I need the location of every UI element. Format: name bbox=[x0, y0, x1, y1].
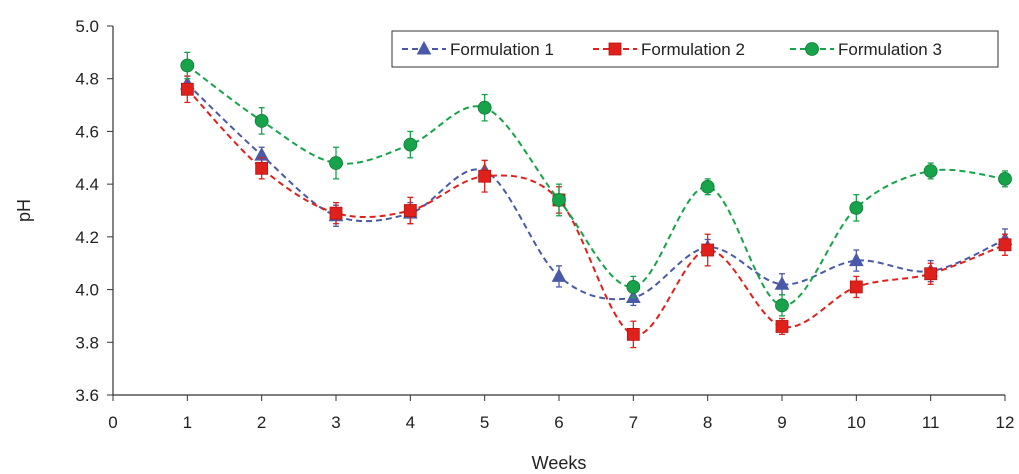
data-point bbox=[924, 267, 938, 281]
x-axis-title: Weeks bbox=[532, 453, 587, 473]
y-axis-title: pH bbox=[14, 199, 34, 222]
x-tick-label: 3 bbox=[331, 413, 340, 432]
data-point bbox=[552, 193, 566, 207]
series-layer bbox=[179, 51, 1013, 349]
x-tick-label: 9 bbox=[777, 413, 786, 432]
x-tick-label: 7 bbox=[629, 413, 638, 432]
data-point bbox=[329, 206, 343, 220]
y-tick-label: 3.6 bbox=[75, 386, 99, 405]
series-3 bbox=[180, 51, 1012, 317]
series-2 bbox=[180, 75, 1012, 349]
y-tick-label: 4.2 bbox=[75, 228, 99, 247]
legend-item-1: Formulation 1 bbox=[402, 40, 554, 59]
y-tick-label: 5.0 bbox=[75, 17, 99, 36]
x-tick-label: 2 bbox=[257, 413, 266, 432]
legend-label: Formulation 2 bbox=[641, 40, 745, 59]
legend-marker bbox=[805, 42, 819, 56]
data-point bbox=[180, 58, 195, 73]
legend-items: Formulation 1 Formulation 2 Formulation 3 bbox=[402, 40, 942, 59]
x-tick-label: 5 bbox=[480, 413, 489, 432]
y-tick-label: 4.0 bbox=[75, 281, 99, 300]
data-point bbox=[478, 169, 492, 183]
data-point bbox=[329, 156, 343, 170]
legend: Formulation 1 Formulation 2 Formulation 3 bbox=[391, 30, 999, 68]
y-tick-label: 3.8 bbox=[75, 333, 99, 352]
y-axis-ticks: 3.6 3.8 4.0 4.2 4.4 4.6 4.8 5.0 bbox=[75, 17, 113, 405]
y-tick-label: 4.4 bbox=[75, 175, 99, 194]
x-tick-label: 8 bbox=[703, 413, 712, 432]
data-point bbox=[626, 327, 640, 341]
y-tick-label: 4.6 bbox=[75, 122, 99, 141]
x-tick-label: 6 bbox=[554, 413, 563, 432]
data-point bbox=[551, 268, 567, 282]
legend-label: Formulation 1 bbox=[450, 40, 554, 59]
data-point bbox=[998, 171, 1012, 186]
series-line bbox=[186, 83, 1006, 301]
data-point bbox=[774, 276, 790, 290]
legend-item-3: Formulation 3 bbox=[790, 40, 942, 59]
data-point bbox=[255, 161, 269, 175]
data-point bbox=[701, 243, 715, 257]
data-point bbox=[775, 320, 789, 333]
data-point bbox=[403, 204, 417, 217]
x-tick-label: 11 bbox=[922, 413, 940, 432]
data-point bbox=[998, 238, 1012, 252]
x-tick-label: 0 bbox=[108, 413, 117, 432]
data-point bbox=[848, 252, 864, 267]
x-tick-label: 10 bbox=[847, 413, 866, 432]
x-axis-ticks: 0 1 2 3 4 5 6 7 8 9 10 11 12 bbox=[108, 395, 1014, 432]
data-point bbox=[403, 137, 418, 152]
data-point bbox=[849, 280, 863, 294]
legend-item-2: Formulation 2 bbox=[593, 40, 745, 59]
legend-box bbox=[391, 30, 999, 68]
data-point bbox=[700, 179, 715, 194]
y-tick-label: 4.8 bbox=[75, 70, 99, 89]
series-1 bbox=[179, 75, 1013, 307]
legend-marker bbox=[416, 40, 432, 55]
data-point bbox=[180, 82, 194, 96]
x-tick-label: 1 bbox=[183, 413, 192, 432]
legend-marker bbox=[608, 42, 622, 56]
legend-label: Formulation 3 bbox=[838, 40, 942, 59]
x-tick-label: 12 bbox=[996, 413, 1015, 432]
series-line bbox=[186, 88, 1006, 336]
data-point bbox=[849, 200, 864, 215]
series-line bbox=[186, 64, 1006, 307]
data-point bbox=[626, 280, 641, 294]
data-point bbox=[775, 298, 789, 313]
data-point bbox=[477, 100, 492, 115]
data-point bbox=[923, 164, 938, 178]
x-tick-label: 4 bbox=[406, 413, 415, 432]
data-point bbox=[254, 113, 269, 128]
